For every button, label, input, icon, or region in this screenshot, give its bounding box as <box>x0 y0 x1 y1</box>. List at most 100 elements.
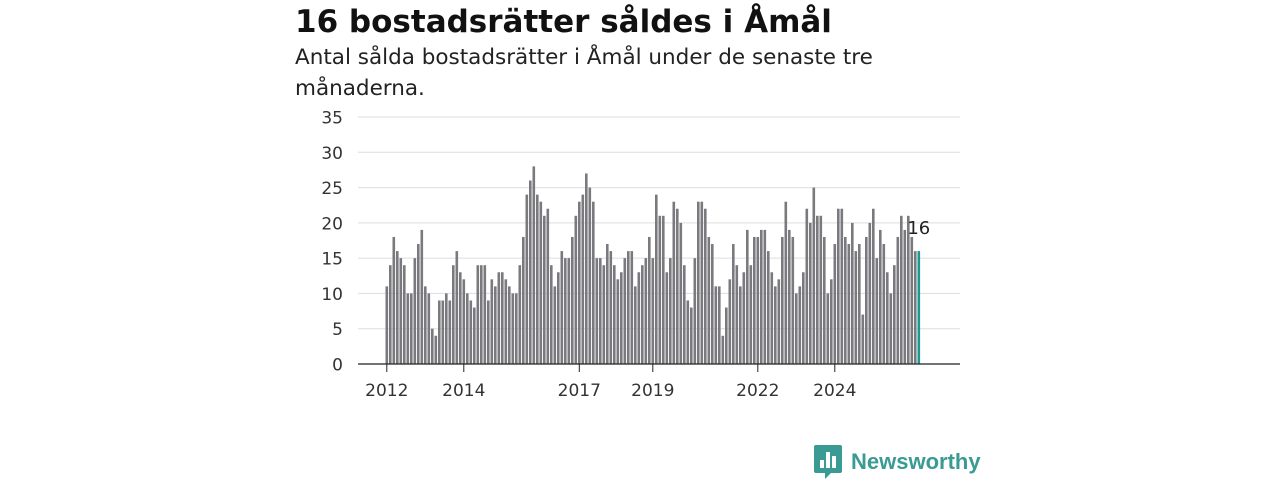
bar <box>403 265 406 364</box>
bar <box>805 208 809 364</box>
bar <box>795 293 798 364</box>
bar <box>476 265 480 364</box>
bar <box>763 229 767 364</box>
bar <box>889 293 893 364</box>
bar <box>851 222 854 364</box>
bar <box>728 279 732 364</box>
bar <box>735 265 739 364</box>
bar <box>424 286 427 364</box>
bar <box>452 265 455 364</box>
bar <box>896 236 900 364</box>
bar <box>662 215 665 364</box>
bar <box>462 279 466 364</box>
bar <box>490 279 494 364</box>
bar <box>546 208 550 364</box>
bar <box>742 272 746 364</box>
bar <box>669 258 672 364</box>
bar <box>494 286 497 364</box>
bar <box>812 187 816 364</box>
bar <box>791 236 795 364</box>
bar <box>774 286 777 364</box>
bar <box>459 272 462 364</box>
bar <box>700 201 704 364</box>
bar <box>641 265 644 364</box>
bar <box>756 236 760 364</box>
bar <box>711 244 714 364</box>
x-tick-label: 2024 <box>813 381 856 401</box>
bar <box>816 215 819 364</box>
bar <box>903 229 907 364</box>
x-tick-label: 2014 <box>442 381 485 401</box>
bar <box>438 300 441 364</box>
bar <box>536 194 539 364</box>
bar <box>679 222 683 364</box>
y-axis-ticks: 0 5 10 15 20 25 30 35 <box>321 109 343 376</box>
bar <box>599 258 602 364</box>
bar <box>886 272 889 364</box>
bar <box>844 236 847 364</box>
bar <box>389 265 392 364</box>
bar <box>893 265 896 364</box>
highlighted-bar <box>917 251 921 364</box>
bar <box>644 258 648 364</box>
bar <box>651 258 655 364</box>
bar <box>410 293 413 364</box>
x-tick-label: 2019 <box>631 381 674 401</box>
bar <box>872 208 875 364</box>
bar <box>588 187 592 364</box>
bar <box>858 244 861 364</box>
bar <box>480 265 483 364</box>
bar <box>770 272 774 364</box>
x-tick-label: 2012 <box>365 381 408 401</box>
bar <box>683 265 686 364</box>
bar <box>648 236 651 364</box>
bar <box>732 244 735 364</box>
bar <box>455 251 459 364</box>
bar <box>630 251 634 364</box>
bar <box>781 236 784 364</box>
bar-chart-speech-bubble-icon <box>814 445 842 479</box>
bar <box>518 265 522 364</box>
bar <box>487 300 490 364</box>
bar <box>578 201 581 364</box>
bar <box>868 222 872 364</box>
bar <box>676 208 679 364</box>
bar <box>767 251 770 364</box>
bar <box>396 251 399 364</box>
chart-subtitle: Antal sålda bostadsrätter i Åmål under d… <box>295 45 873 101</box>
bar <box>623 258 627 364</box>
y-tick-label: 30 <box>321 144 343 164</box>
bar <box>707 236 711 364</box>
bar <box>910 236 914 364</box>
bar <box>553 286 557 364</box>
bar <box>830 279 833 364</box>
y-tick-label: 5 <box>332 320 343 340</box>
y-tick-label: 35 <box>321 109 343 129</box>
bar <box>690 307 693 364</box>
bar <box>508 286 511 364</box>
bar <box>809 222 812 364</box>
bar <box>529 180 532 364</box>
bar <box>686 300 690 364</box>
bar <box>760 229 763 364</box>
bar <box>819 215 823 364</box>
bar <box>900 215 903 364</box>
bar <box>847 244 851 364</box>
bar <box>420 229 424 364</box>
bar <box>609 251 613 364</box>
bar <box>739 286 742 364</box>
bar <box>539 201 543 364</box>
bar <box>861 314 865 364</box>
newsworthy-logo[interactable]: Newsworthy <box>814 444 981 480</box>
bar <box>522 236 525 364</box>
bar <box>746 229 749 364</box>
bar <box>511 293 515 364</box>
bar <box>665 272 669 364</box>
bar <box>854 251 858 364</box>
brand-name: Newsworthy <box>851 449 981 474</box>
bar <box>557 272 560 364</box>
bar <box>823 236 826 364</box>
bar <box>581 194 585 364</box>
bar <box>427 293 431 364</box>
bar <box>616 279 620 364</box>
